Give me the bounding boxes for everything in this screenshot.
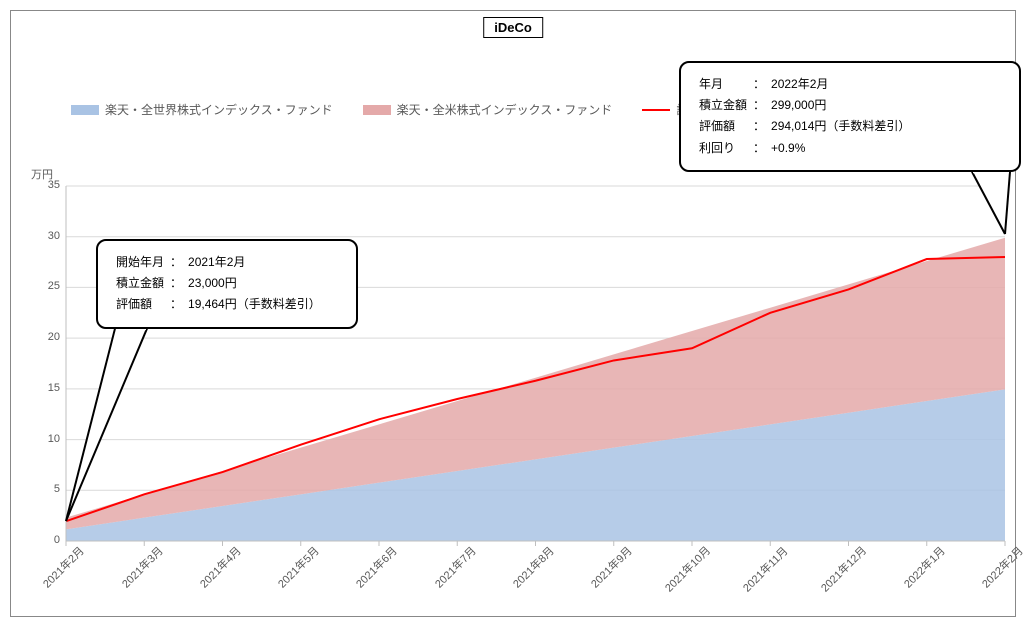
y-tick-label: 20 bbox=[48, 331, 60, 343]
callout-cell: 評価額 bbox=[114, 295, 166, 314]
callout-start: 開始年月：2021年2月積立金額：23,000円評価額：19,464円（手数料差… bbox=[96, 239, 358, 329]
y-tick-label: 35 bbox=[48, 179, 60, 191]
callout-cell: ： bbox=[751, 117, 767, 136]
callout-cell: 積立金額 bbox=[697, 96, 749, 115]
y-tick-label: 30 bbox=[48, 230, 60, 242]
callout-cell: 年月 bbox=[697, 75, 749, 94]
callout-end: 年月：2022年2月積立金額：299,000円評価額：294,014円（手数料差… bbox=[679, 61, 1021, 172]
callout-cell: 2021年2月 bbox=[186, 253, 323, 272]
callout-cell: ： bbox=[168, 274, 184, 293]
chart-container: iDeCo 楽天・全世界株式インデックス・ファンド楽天・全米株式インデックス・フ… bbox=[10, 10, 1016, 617]
callout-cell: ： bbox=[751, 96, 767, 115]
callout-cell: 23,000円 bbox=[186, 274, 323, 293]
callout-cell: ： bbox=[751, 75, 767, 94]
callout-cell: 299,000円 bbox=[769, 96, 912, 115]
callout-table: 年月：2022年2月積立金額：299,000円評価額：294,014円（手数料差… bbox=[695, 73, 914, 160]
callout-cell: 開始年月 bbox=[114, 253, 166, 272]
callout-cell: 積立金額 bbox=[114, 274, 166, 293]
callout-cell: 294,014円（手数料差引） bbox=[769, 117, 912, 136]
callout-cell: ： bbox=[168, 295, 184, 314]
y-tick-label: 10 bbox=[48, 433, 60, 445]
callout-cell: 2022年2月 bbox=[769, 75, 912, 94]
callout-cell: 19,464円（手数料差引） bbox=[186, 295, 323, 314]
y-tick-label: 5 bbox=[54, 483, 60, 495]
y-tick-label: 25 bbox=[48, 280, 60, 292]
callout-cell: 評価額 bbox=[697, 117, 749, 136]
y-tick-label: 0 bbox=[54, 534, 60, 546]
callout-cell: ： bbox=[751, 139, 767, 158]
y-tick-label: 15 bbox=[48, 382, 60, 394]
callout-cell: ： bbox=[168, 253, 184, 272]
callout-table: 開始年月：2021年2月積立金額：23,000円評価額：19,464円（手数料差… bbox=[112, 251, 325, 317]
callout-cell: +0.9% bbox=[769, 139, 912, 158]
callout-cell: 利回り bbox=[697, 139, 749, 158]
